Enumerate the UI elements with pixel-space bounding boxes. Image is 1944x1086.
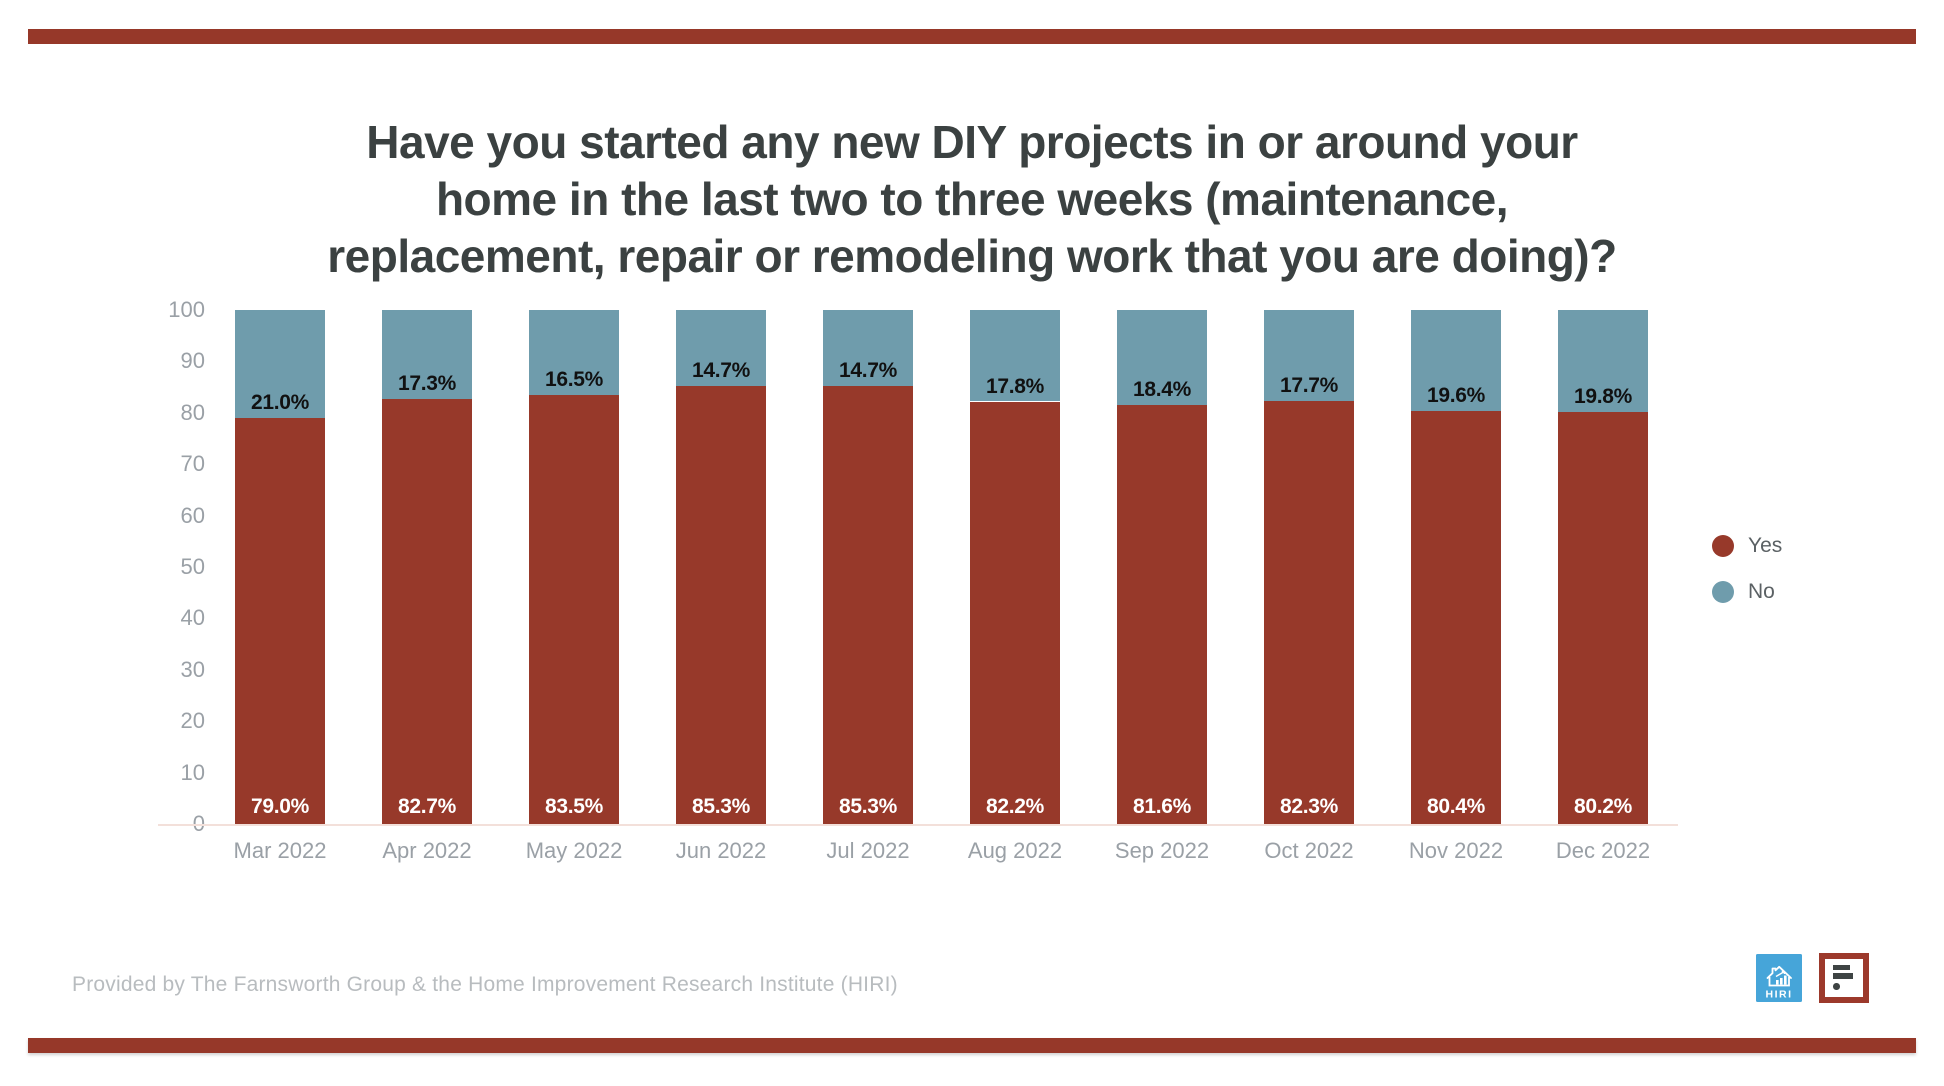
farnsworth-logo-dot bbox=[1833, 983, 1840, 990]
farnsworth-group-logo[interactable] bbox=[1819, 953, 1869, 1003]
bar-group-jul-2022: 85.3% 14.7% bbox=[823, 310, 913, 824]
x-axis-label-may-2022: May 2022 bbox=[525, 838, 623, 863]
legend-label-yes: Yes bbox=[1748, 534, 1783, 557]
bar-segment-yes-dec-2022[interactable] bbox=[1558, 411, 1648, 824]
bar-group-dec-2022: 80.2% 19.8% bbox=[1558, 310, 1648, 824]
x-axis-line bbox=[158, 824, 1678, 826]
bar-segment-yes-aug-2022[interactable] bbox=[970, 401, 1060, 824]
no-value-label-jul-2022: 14.7% bbox=[838, 358, 898, 382]
yes-value-label-jun-2022: 85.3% bbox=[691, 795, 751, 818]
bar-segment-yes-apr-2022[interactable] bbox=[382, 398, 472, 824]
bar-segment-yes-jul-2022[interactable] bbox=[823, 385, 913, 824]
bar-group-apr-2022: 82.7% 17.3% bbox=[382, 310, 472, 824]
yes-value-label-oct-2022: 82.3% bbox=[1279, 795, 1339, 818]
bar-group-mar-2022: 79.0% 21.0% bbox=[235, 310, 325, 824]
x-axis-label-aug-2022: Aug 2022 bbox=[967, 838, 1063, 863]
x-axis-label-oct-2022: Oct 2022 bbox=[1264, 838, 1354, 863]
y-axis-tick-60: 60 bbox=[180, 502, 205, 528]
y-axis-tick-70: 70 bbox=[180, 451, 205, 477]
bar-segment-yes-oct-2022[interactable] bbox=[1264, 400, 1354, 824]
y-axis-tick-100: 100 bbox=[168, 297, 205, 322]
legend-item-yes[interactable]: Yes bbox=[1712, 534, 1782, 558]
bar-segment-yes-jun-2022[interactable] bbox=[676, 385, 766, 824]
bar-segment-yes-may-2022[interactable] bbox=[529, 394, 619, 824]
bar-group-nov-2022: 80.4% 19.6% bbox=[1411, 310, 1501, 824]
y-axis-tick-90: 90 bbox=[180, 348, 205, 374]
chart-title: Have you started any new DIY projects in… bbox=[0, 114, 1944, 285]
no-value-label-mar-2022: 21.0% bbox=[250, 390, 310, 414]
x-axis-label-sep-2022: Sep 2022 bbox=[1114, 838, 1210, 863]
yes-value-label-aug-2022: 82.2% bbox=[985, 795, 1045, 818]
yes-value-label-may-2022: 83.5% bbox=[544, 795, 604, 818]
y-axis-tick-20: 20 bbox=[180, 708, 205, 734]
no-value-label-sep-2022: 18.4% bbox=[1132, 377, 1192, 401]
yes-value-label-sep-2022: 81.6% bbox=[1132, 795, 1192, 818]
y-axis-tick-40: 40 bbox=[180, 605, 205, 631]
top-accent-band bbox=[28, 29, 1916, 44]
hiri-logo[interactable]: HIRI bbox=[1756, 954, 1802, 1002]
no-value-label-dec-2022: 19.8% bbox=[1573, 384, 1633, 408]
bar-segment-no-dec-2022[interactable] bbox=[1558, 310, 1648, 412]
farnsworth-logo-bar-middle bbox=[1833, 973, 1853, 979]
bar-segment-yes-nov-2022[interactable] bbox=[1411, 410, 1501, 824]
yes-value-label-jul-2022: 85.3% bbox=[838, 795, 898, 818]
bar-group-may-2022: 83.5% 16.5% bbox=[529, 310, 619, 824]
bar-segment-no-sep-2022[interactable] bbox=[1117, 310, 1207, 405]
x-axis-label-jun-2022: Jun 2022 bbox=[675, 838, 767, 863]
y-axis-tick-80: 80 bbox=[180, 399, 205, 425]
no-value-label-may-2022: 16.5% bbox=[544, 367, 604, 391]
hiri-logo-text: HIRI bbox=[1766, 989, 1793, 1001]
yes-value-label-apr-2022: 82.7% bbox=[397, 795, 457, 818]
legend-item-no[interactable]: No bbox=[1712, 580, 1782, 604]
x-axis-label-dec-2022: Dec 2022 bbox=[1555, 838, 1651, 863]
bar-segment-no-apr-2022[interactable] bbox=[382, 310, 472, 399]
chart-title-line-1: Have you started any new DIY projects in… bbox=[366, 116, 1578, 168]
y-axis-tick-0: 0 bbox=[100, 812, 205, 836]
yes-value-label-mar-2022: 79.0% bbox=[250, 795, 310, 818]
y-axis-tick-50: 50 bbox=[180, 554, 205, 579]
bar-segment-no-mar-2022[interactable] bbox=[235, 310, 325, 418]
x-axis-label-nov-2022: Nov 2022 bbox=[1408, 838, 1504, 863]
bar-group-jun-2022: 85.3% 14.7% bbox=[676, 310, 766, 824]
x-axis-label-apr-2022: Apr 2022 bbox=[382, 838, 472, 863]
x-axis-label-mar-2022: Mar 2022 bbox=[233, 838, 327, 863]
y-axis-tick-10: 10 bbox=[180, 759, 205, 785]
attribution-text: Provided by The Farnsworth Group & the H… bbox=[72, 973, 898, 996]
hiri-logo-icon: HIRI bbox=[1756, 954, 1802, 1002]
no-value-label-apr-2022: 17.3% bbox=[397, 371, 457, 395]
yes-value-label-nov-2022: 80.4% bbox=[1426, 795, 1486, 818]
y-axis-tick-30: 30 bbox=[180, 656, 205, 682]
x-axis-label-jul-2022: Jul 2022 bbox=[826, 838, 910, 863]
no-value-label-oct-2022: 17.7% bbox=[1279, 373, 1339, 397]
chart-title-line-3: replacement, repair or remodeling work t… bbox=[327, 230, 1617, 282]
bar-segment-no-aug-2022[interactable] bbox=[970, 310, 1060, 402]
bar-group-oct-2022: 82.3% 17.7% bbox=[1264, 310, 1354, 824]
bar-segment-no-oct-2022[interactable] bbox=[1264, 310, 1354, 401]
bar-group-sep-2022: 81.6% 18.4% bbox=[1117, 310, 1207, 824]
legend-swatch-yes bbox=[1712, 535, 1734, 557]
bar-segment-no-jul-2022[interactable] bbox=[823, 310, 913, 386]
legend-swatch-no bbox=[1712, 581, 1734, 603]
no-value-label-jun-2022: 14.7% bbox=[691, 358, 751, 382]
bar-segment-no-jun-2022[interactable] bbox=[676, 310, 766, 386]
bar-segment-no-may-2022[interactable] bbox=[529, 310, 619, 395]
no-value-label-nov-2022: 19.6% bbox=[1426, 383, 1486, 407]
bar-segment-yes-sep-2022[interactable] bbox=[1117, 404, 1207, 824]
bar-segment-yes-mar-2022[interactable] bbox=[235, 417, 325, 824]
bottom-accent-band bbox=[28, 1038, 1916, 1053]
legend: Yes No bbox=[1712, 534, 1782, 626]
chart-title-line-2: home in the last two to three weeks (mai… bbox=[435, 173, 1509, 225]
bar-segment-no-nov-2022[interactable] bbox=[1411, 310, 1501, 411]
farnsworth-logo-bar-top bbox=[1833, 965, 1850, 970]
no-value-label-aug-2022: 17.8% bbox=[985, 374, 1045, 398]
yes-value-label-dec-2022: 80.2% bbox=[1573, 795, 1633, 818]
bar-group-aug-2022: 82.2% 17.8% bbox=[970, 310, 1060, 824]
legend-label-no: No bbox=[1748, 580, 1775, 603]
